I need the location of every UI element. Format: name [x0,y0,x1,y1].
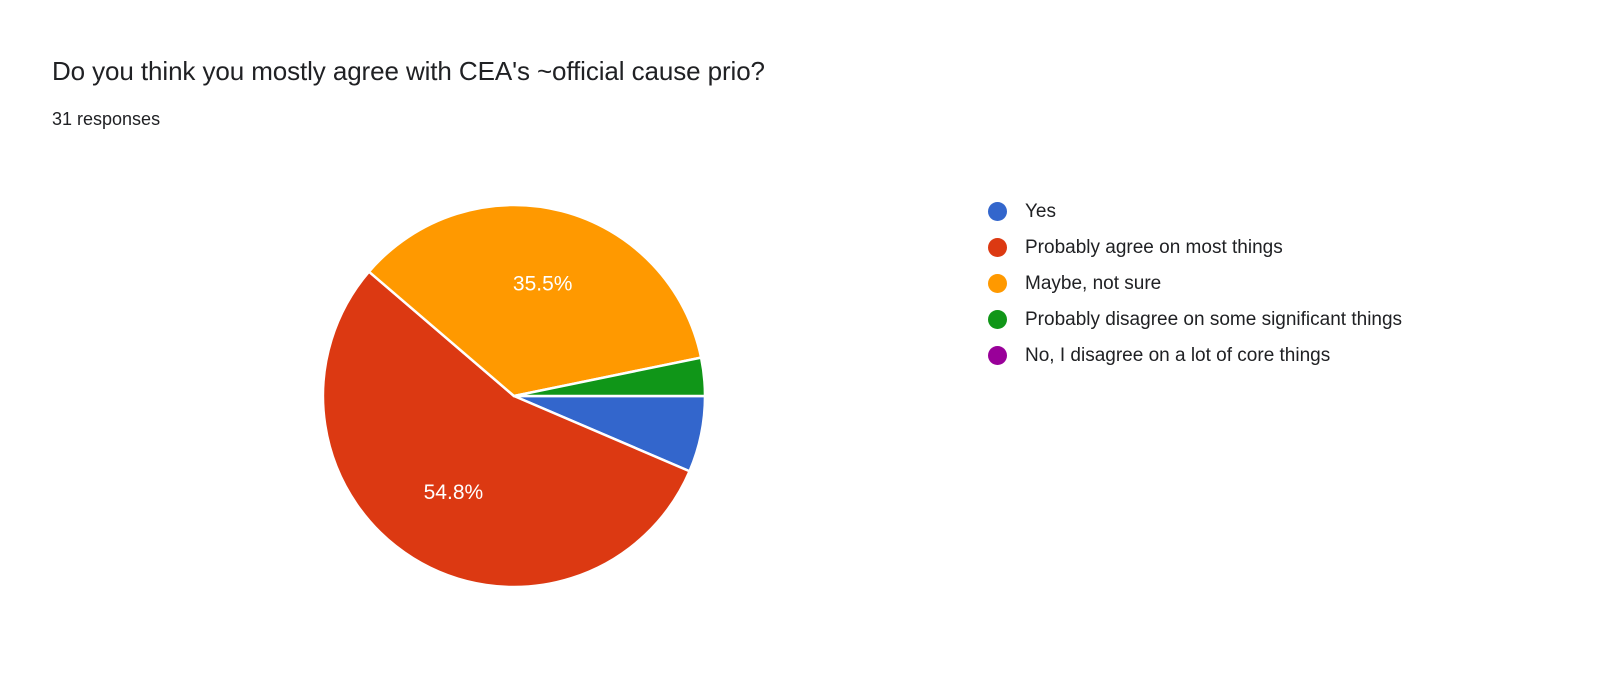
legend-item[interactable]: Probably agree on most things [988,234,1508,261]
legend-item-label: Maybe, not sure [1025,273,1162,294]
pie-slice[interactable] [512,356,707,398]
legend-item[interactable]: Yes [988,198,1508,225]
legend-item[interactable]: Probably disagree on some significant th… [988,306,1508,333]
pie-slice[interactable] [321,270,691,589]
pie-slice-label: 35.5% [513,273,573,296]
legend-item-label: Probably disagree on some significant th… [1025,309,1403,330]
legend-color-swatch-icon [988,310,1007,329]
legend-color-swatch-icon [988,346,1007,365]
legend-item[interactable]: Maybe, not sure [988,270,1508,297]
pie-slice-group [321,203,707,589]
legend-color-swatch-icon [988,238,1007,257]
legend-color-swatch-icon [988,202,1007,221]
chart-legend: Yes Probably agree on most things Maybe, n… [988,198,1508,378]
legend-item-label: Yes [1025,201,1056,222]
legend-item[interactable]: No, I disagree on a lot of core things [988,342,1508,369]
pie-chart: 54.8% 35.5% [321,203,707,589]
legend-item-label: No, I disagree on a lot of core things [1025,345,1331,366]
legend-item-label: Probably agree on most things [1025,237,1283,258]
pie-data-label-group: 54.8% 35.5% [424,273,573,504]
legend-color-swatch-icon [988,274,1007,293]
response-count: 31 responses [52,109,161,129]
page-title: Do you think you mostly agree with CEA's… [52,56,765,86]
pie-slice-label: 54.8% [424,481,484,504]
pie-slice[interactable] [367,203,703,398]
